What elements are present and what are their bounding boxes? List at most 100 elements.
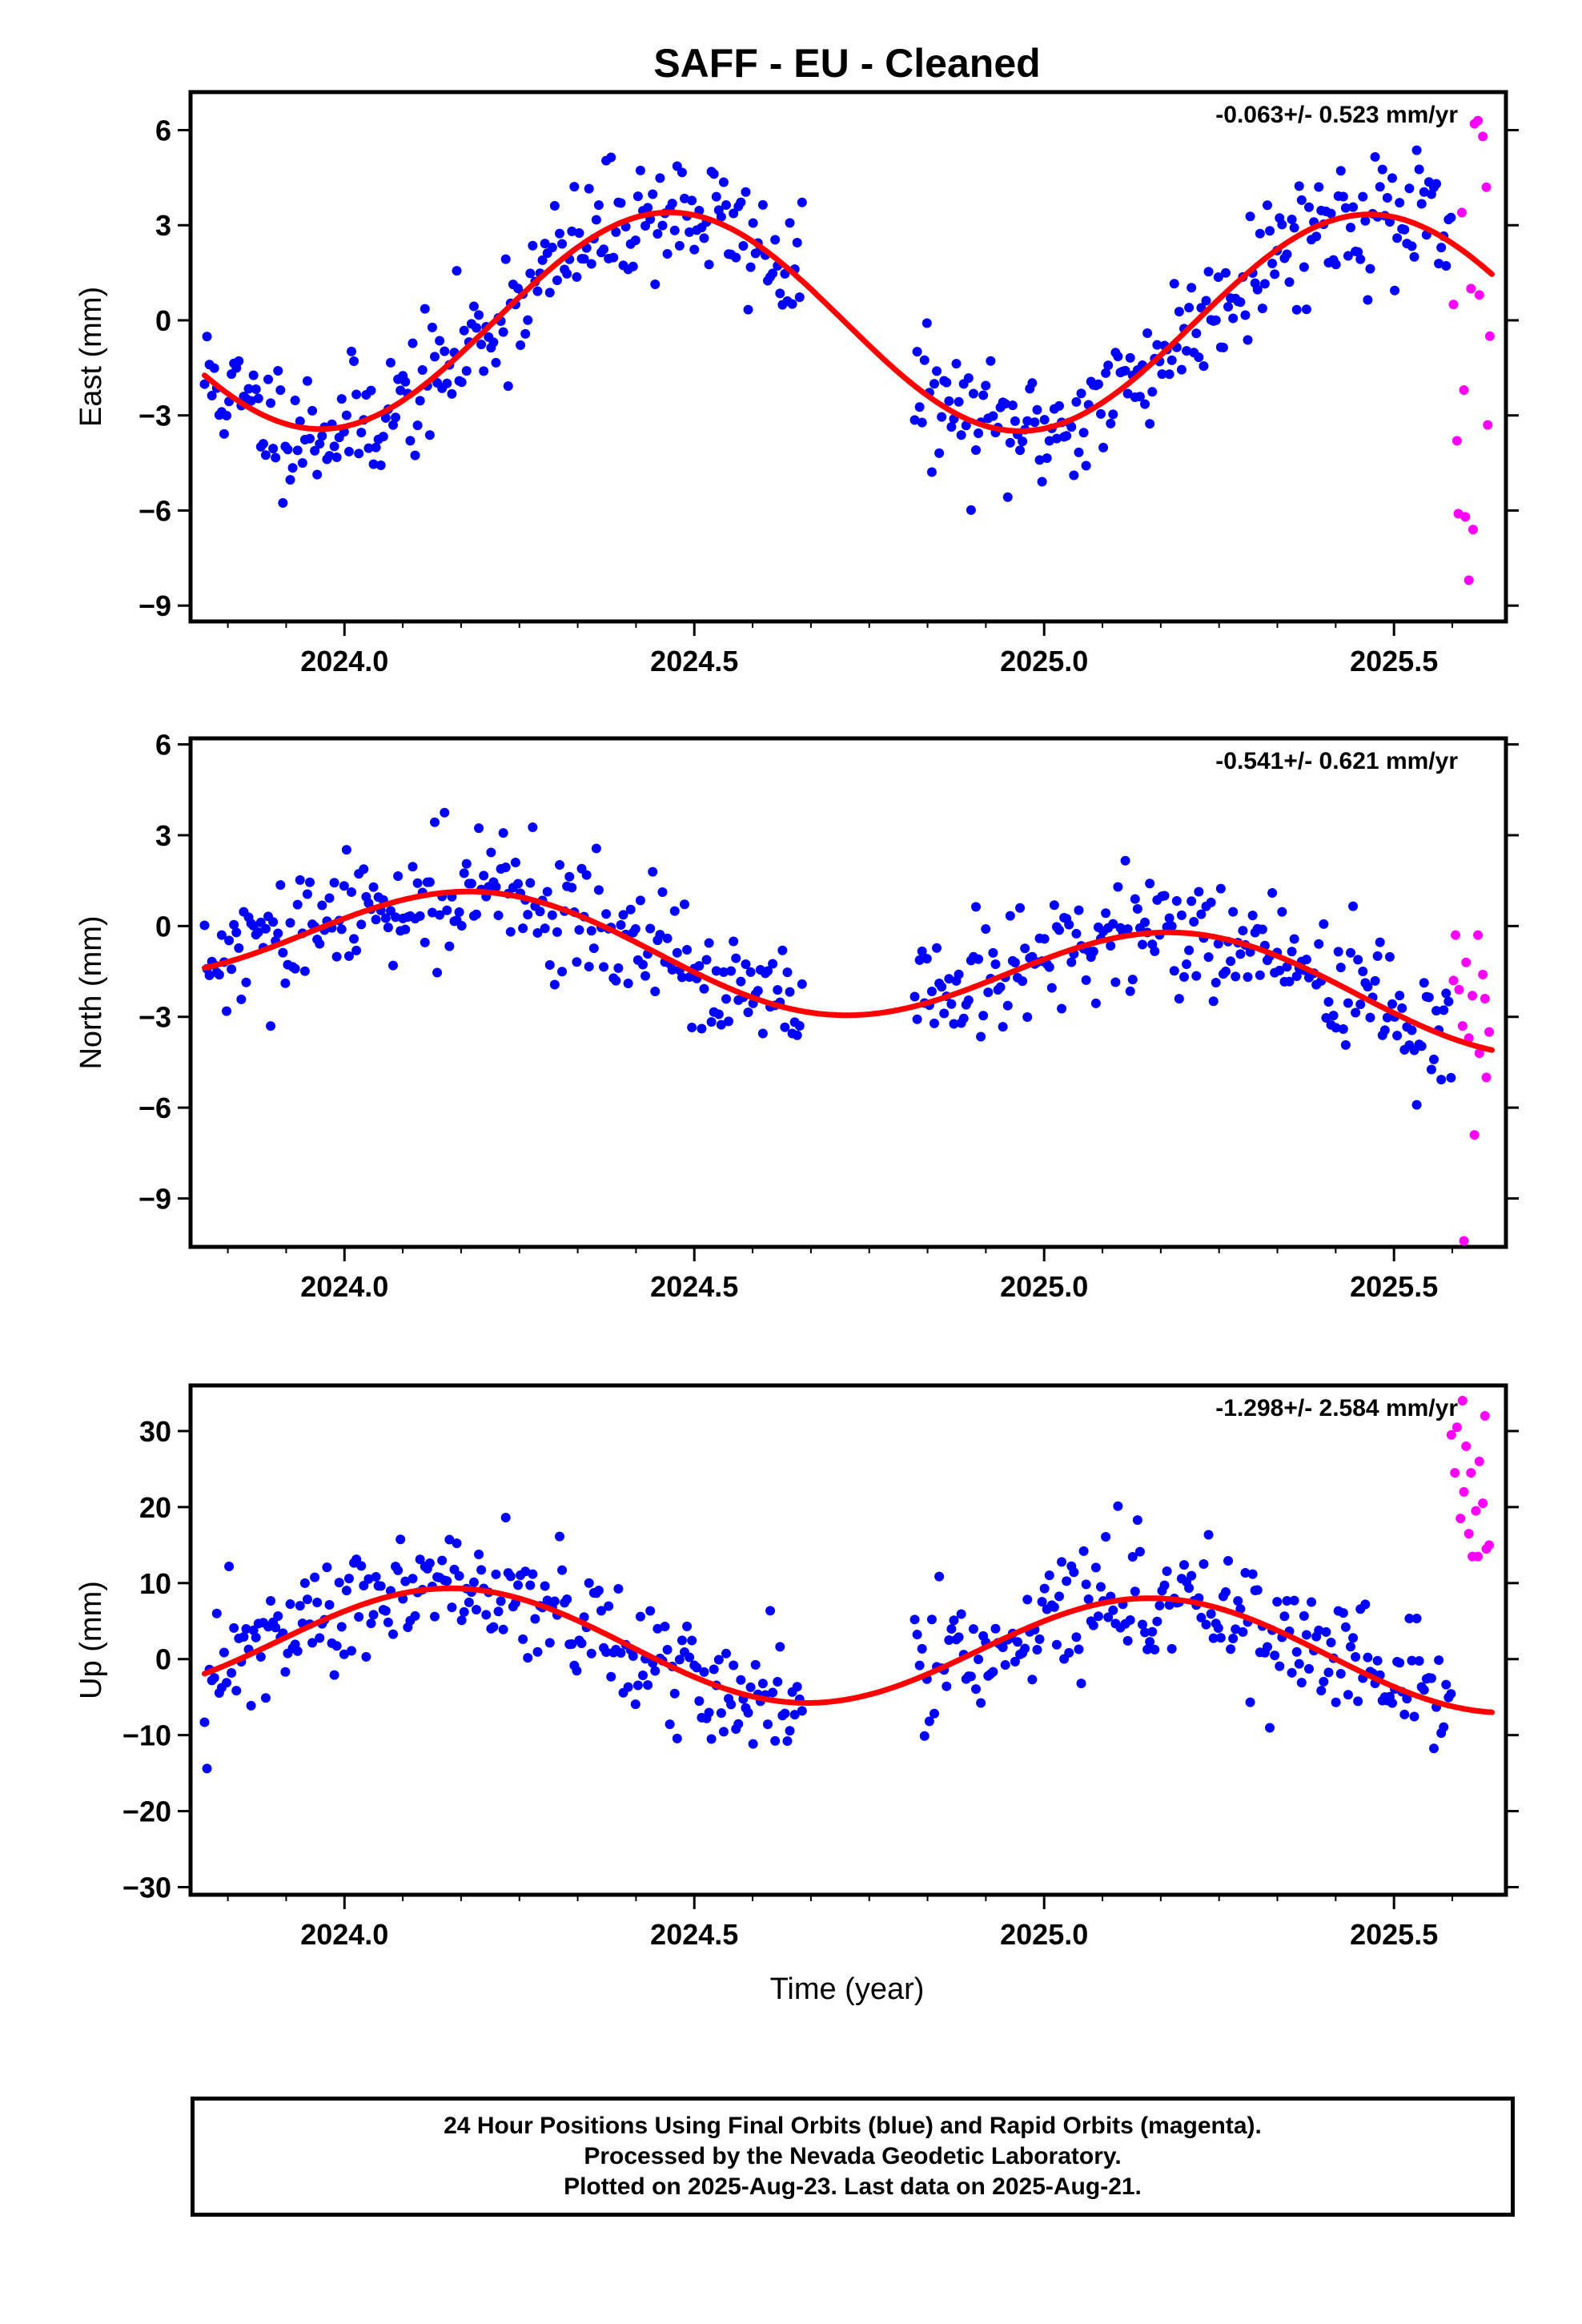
final-orbit-point [1130, 1586, 1140, 1597]
final-orbit-point [204, 970, 215, 980]
final-orbit-point [1108, 1605, 1118, 1615]
final-orbit-point [454, 1570, 464, 1581]
final-orbit-point [222, 1678, 232, 1688]
final-orbit-point [498, 327, 508, 337]
final-orbit-point [260, 450, 271, 460]
final-orbit-point [1076, 388, 1086, 399]
final-orbit-point [1162, 1566, 1172, 1577]
final-orbit-point [1436, 243, 1447, 253]
final-orbit-point [729, 936, 739, 947]
final-orbit-point [990, 1623, 1001, 1634]
final-orbit-point [921, 954, 932, 964]
final-orbit-point [1355, 254, 1366, 264]
final-orbit-point [1431, 179, 1442, 189]
final-orbit-point [1215, 883, 1226, 894]
final-orbit-point [630, 923, 640, 934]
final-orbit-point [1294, 181, 1304, 191]
final-orbit-point [1419, 1685, 1429, 1695]
final-orbit-point [513, 879, 524, 889]
final-orbit-point [1184, 945, 1195, 955]
final-orbit-point [1044, 436, 1054, 446]
final-orbit-point [347, 346, 357, 356]
final-orbit-point [1287, 215, 1297, 225]
final-orbit-point [942, 377, 952, 388]
final-orbit-point [662, 248, 673, 259]
final-orbit-point [1220, 967, 1231, 977]
final-orbit-point [307, 1638, 318, 1648]
final-orbit-point [667, 199, 677, 209]
final-orbit-point [468, 301, 479, 312]
final-orbit-point [253, 927, 263, 937]
final-orbit-point [1152, 1616, 1162, 1626]
final-orbit-point [731, 252, 741, 263]
final-orbit-point [937, 982, 947, 992]
final-orbit-point [1409, 251, 1419, 262]
final-orbit-point [579, 254, 589, 264]
final-orbit-point [1203, 952, 1214, 963]
final-orbit-point [794, 292, 805, 303]
final-orbit-point [1095, 408, 1106, 419]
final-orbit-point [1213, 1623, 1223, 1634]
final-orbit-point [917, 417, 927, 428]
final-orbit-point [1289, 934, 1299, 944]
final-orbit-point [616, 919, 626, 930]
x-tick-label: 2025.0 [1000, 1270, 1088, 1303]
final-orbit-point [1125, 1614, 1135, 1625]
final-orbit-point [1363, 1652, 1373, 1663]
final-orbit-point [1127, 1551, 1138, 1562]
final-orbit-point [1083, 1594, 1094, 1605]
final-orbit-point [978, 1011, 989, 1021]
final-orbit-point [718, 1727, 729, 1737]
final-orbit-point [459, 1606, 469, 1617]
final-orbit-point [1316, 1686, 1327, 1696]
final-orbit-point [1199, 361, 1209, 372]
final-orbit-point [1233, 1596, 1243, 1606]
final-orbit-point [1223, 302, 1234, 312]
final-orbit-point [944, 1635, 954, 1646]
final-orbit-point [1272, 1597, 1283, 1607]
final-orbit-point [287, 463, 298, 473]
final-orbit-point [1379, 1025, 1390, 1035]
final-orbit-point [525, 878, 536, 888]
final-orbit-point [770, 1735, 781, 1746]
final-orbit-point [1370, 975, 1380, 986]
y-tick-label: −20 [122, 1795, 171, 1828]
final-orbit-point [1174, 994, 1184, 1004]
final-orbit-point [415, 911, 425, 921]
x-tick-label: 2025.0 [1000, 645, 1088, 677]
final-orbit-point [1171, 896, 1182, 907]
final-orbit-point [1022, 1012, 1033, 1023]
final-orbit-point [1319, 919, 1329, 929]
final-orbit-point [491, 882, 501, 892]
final-orbit-point [297, 458, 307, 468]
x-tick-label: 2024.0 [300, 1270, 388, 1303]
final-orbit-point [1032, 1645, 1042, 1655]
final-orbit-point [1010, 416, 1020, 426]
final-orbit-point [1002, 492, 1013, 502]
final-orbit-point [1071, 1632, 1082, 1642]
final-orbit-point [424, 877, 435, 887]
rapid-orbit-point [1448, 975, 1459, 986]
final-orbit-point [427, 322, 437, 332]
final-orbit-point [1402, 1694, 1412, 1704]
final-orbit-point [336, 1622, 347, 1632]
final-orbit-point [628, 261, 638, 271]
final-orbit-point [417, 364, 428, 375]
final-orbit-point [315, 439, 325, 449]
final-orbit-point [1275, 1661, 1285, 1671]
final-orbit-point [773, 1676, 783, 1687]
final-orbit-point [1169, 279, 1179, 289]
final-orbit-point [584, 962, 594, 972]
final-orbit-point [234, 943, 244, 953]
final-orbit-point [729, 1660, 739, 1671]
final-orbit-point [1201, 1619, 1211, 1630]
final-orbit-point [227, 964, 237, 975]
final-orbit-point [718, 967, 729, 977]
final-orbit-point [322, 1562, 332, 1573]
final-orbit-point [1078, 1546, 1089, 1556]
final-orbit-point [1000, 399, 1010, 409]
final-orbit-point [410, 450, 420, 460]
final-orbit-point [946, 1624, 957, 1634]
final-orbit-point [1416, 199, 1427, 209]
final-orbit-point [474, 1549, 484, 1559]
